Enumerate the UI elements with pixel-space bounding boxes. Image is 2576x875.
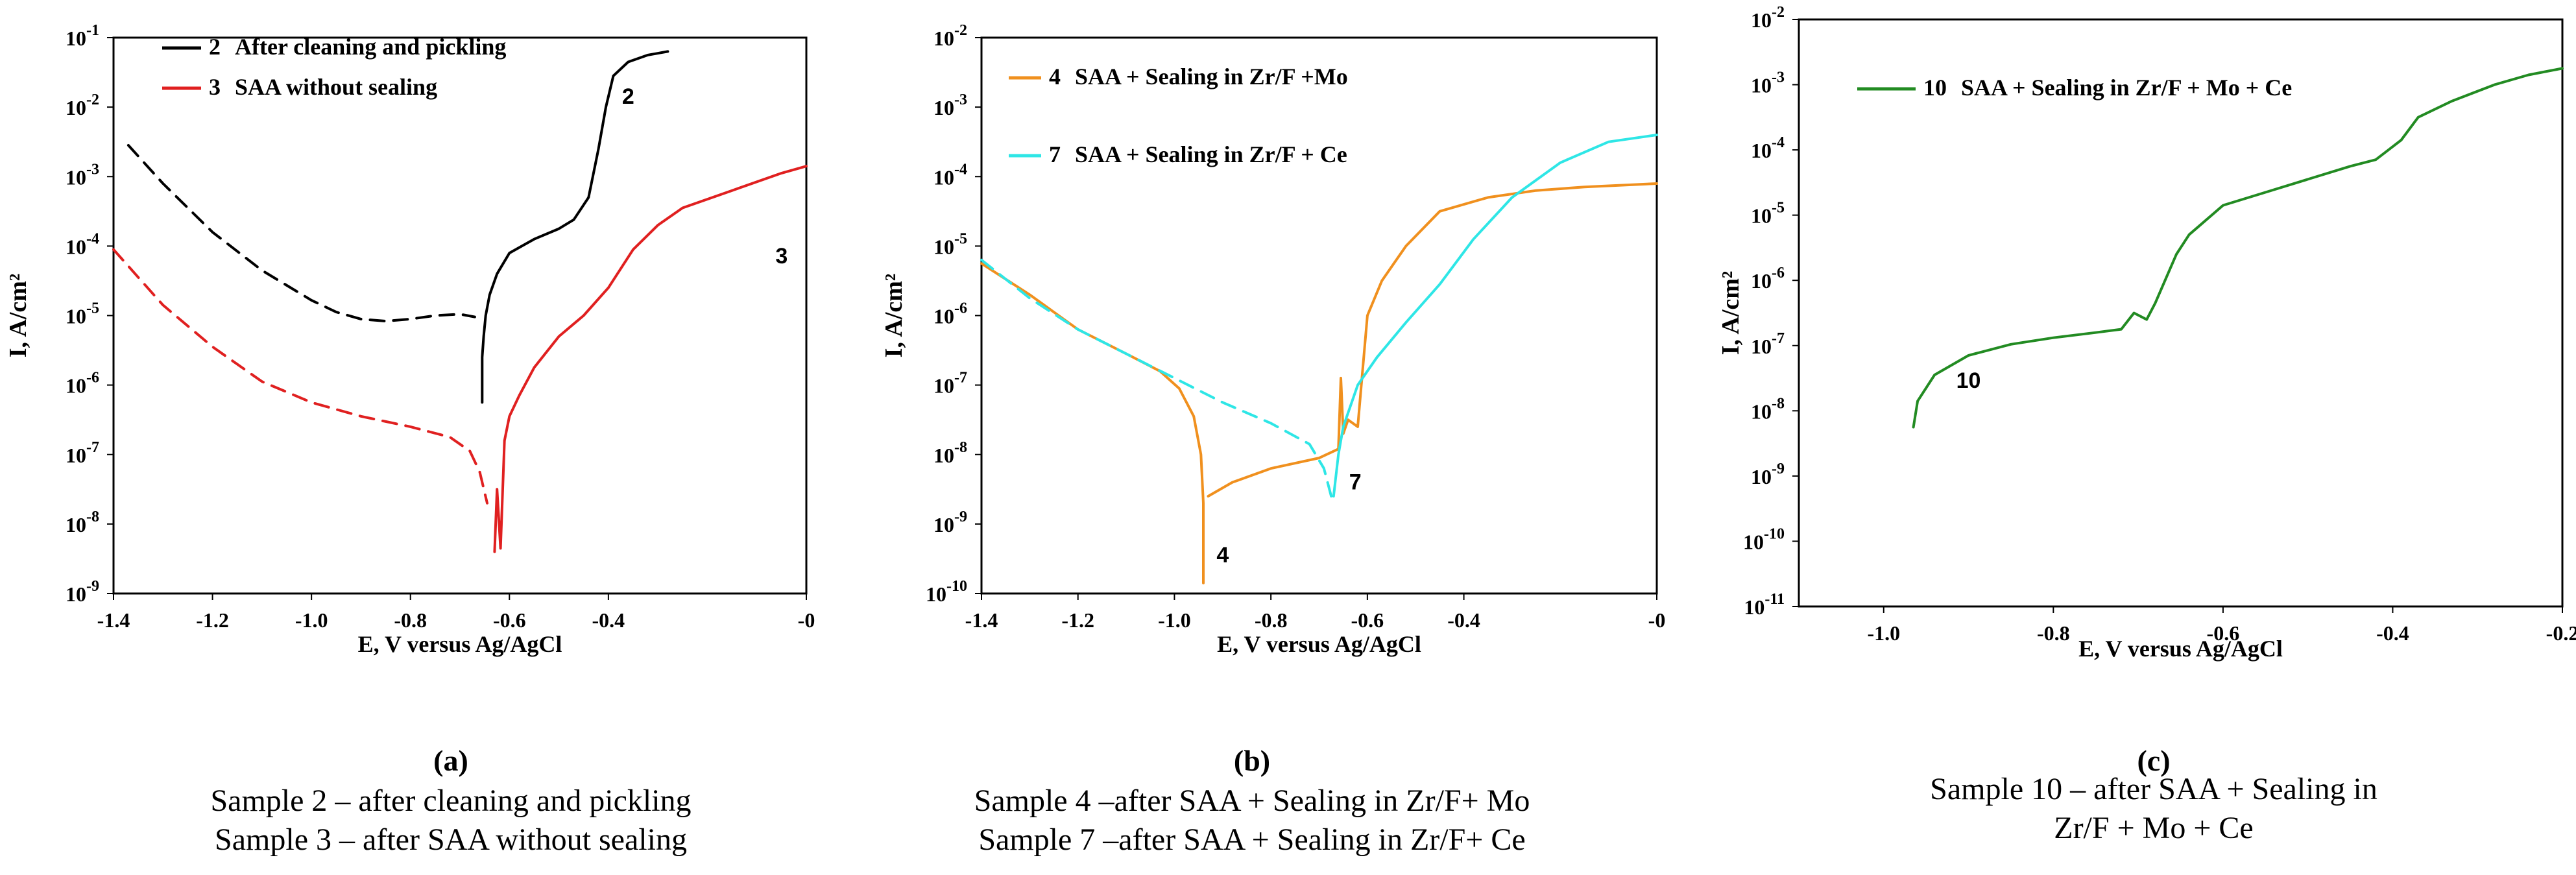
legend-number-2: 2 <box>209 34 221 60</box>
curve-label-3: 3 <box>775 244 788 269</box>
x-tick-label: -1.4 <box>965 608 998 632</box>
series-3-line <box>493 165 808 553</box>
series-7-line <box>980 258 1333 497</box>
y-tick-label: 10-7 <box>933 370 967 398</box>
series-7-line <box>1332 134 1658 497</box>
y-tick-label: 10-7 <box>1751 330 1785 358</box>
legend-number-10: 10 <box>1923 75 1947 101</box>
panel-a-caption-line-1: Sample 2 – after cleaning and pickling <box>210 784 691 818</box>
y-tick-label: 10-6 <box>66 370 99 398</box>
x-tick-label: -0.8 <box>1255 608 1288 632</box>
y-tick-label: 10-2 <box>933 22 967 50</box>
legend-label-3: SAA without sealing <box>235 74 437 100</box>
legend-label-4: SAA + Sealing in Zr/F +Mo <box>1075 64 1348 90</box>
y-tick-label: 10-7 <box>66 439 99 467</box>
x-tick-label: -1.2 <box>196 608 229 632</box>
y-tick-label: 10-9 <box>933 509 967 536</box>
legend-label-7: SAA + Sealing in Zr/F + Ce <box>1075 141 1347 167</box>
series-10-line <box>1912 67 2564 429</box>
panel-b-caption-line-2: Sample 7 –after SAA + Sealing in Zr/F+ C… <box>978 822 1525 857</box>
panel-b-caption-line-1: Sample 4 –after SAA + Sealing in Zr/F+ M… <box>974 784 1530 818</box>
curve-label-2: 2 <box>622 84 634 109</box>
panel-a-tag: (a) <box>433 744 468 777</box>
y-tick-label: 10-11 <box>1744 591 1785 619</box>
panel-c: (c) Sample 10 – after SAA + Sealing in Z… <box>1717 4 2576 845</box>
panel-a-caption-line-2: Sample 3 – after SAA without sealing <box>215 822 687 857</box>
y-tick-label: 10-8 <box>1751 395 1785 423</box>
y-tick-label: 10-5 <box>66 300 99 328</box>
y-tick-label: 10-9 <box>1751 461 1785 488</box>
y-axis-label: I, A/cm² <box>880 274 908 358</box>
panel-b: (b) Sample 4 –after SAA + Sealing in Zr/… <box>880 22 1665 857</box>
x-tick-label: -1.0 <box>1158 608 1191 632</box>
series-2-line <box>481 50 669 404</box>
legend-number-4: 4 <box>1049 64 1061 90</box>
legend-label-10: SAA + Sealing in Zr/F + Mo + Ce <box>1961 75 2292 101</box>
panel-b-tag: (b) <box>1234 744 1270 777</box>
plot-frame <box>112 36 808 595</box>
y-tick-label: 10-3 <box>933 91 967 119</box>
y-tick-label: 10-9 <box>66 578 99 606</box>
x-tick-label: -0.6 <box>1351 608 1384 632</box>
y-tick-label: 10-1 <box>66 22 99 50</box>
y-tick-label: 10-5 <box>933 230 967 258</box>
x-tick-label: -0.2 <box>2546 621 2576 645</box>
y-tick-label: 10-4 <box>1751 134 1785 162</box>
legend-number-7: 7 <box>1049 141 1061 167</box>
x-tick-label: -0 <box>1648 608 1666 632</box>
x-tick-label: -0.8 <box>2037 621 2070 645</box>
x-tick-label: -0 <box>798 608 815 632</box>
curve-label-7: 7 <box>1349 470 1362 494</box>
y-tick-label: 10-3 <box>66 161 99 189</box>
x-tick-label: -0.6 <box>493 608 526 632</box>
x-tick-label: -1.0 <box>1867 621 1900 645</box>
plot-frame <box>980 36 1658 595</box>
y-tick-label: 10-8 <box>933 439 967 467</box>
plot-frame <box>1798 18 2564 608</box>
panel-a: (a) Sample 2 – after cleaning and pickli… <box>5 22 815 857</box>
y-tick-label: 10-3 <box>1751 69 1785 97</box>
y-tick-label: 10-2 <box>1751 4 1785 32</box>
x-tick-label: -0.6 <box>2207 621 2240 645</box>
y-tick-label: 10-5 <box>1751 200 1785 228</box>
y-axis-label: I, A/cm² <box>1717 271 1744 355</box>
x-tick-label: -0.8 <box>394 608 427 632</box>
y-tick-label: 10-8 <box>66 509 99 536</box>
x-tick-label: -0.4 <box>2376 621 2409 645</box>
y-tick-label: 10-6 <box>1751 265 1785 293</box>
x-axis-label: E, V versus Ag/AgCl <box>2078 636 2283 662</box>
y-tick-label: 10-6 <box>933 300 967 328</box>
panel-c-tag: (c) <box>2137 744 2170 777</box>
y-tick-label: 10-4 <box>66 230 99 258</box>
y-tick-label: 10-10 <box>926 578 967 606</box>
series-3-line <box>112 248 488 505</box>
x-axis-label: E, V versus Ag/AgCl <box>1217 631 1421 657</box>
legend-number-3: 3 <box>209 74 221 100</box>
panel-c-caption-line-2: Zr/F + Mo + Ce <box>2054 811 2253 845</box>
y-tick-label: 10-4 <box>933 161 967 189</box>
x-tick-label: -1.4 <box>97 608 130 632</box>
panel-c-caption-line-1: Sample 10 – after SAA + Sealing in <box>1930 772 2377 806</box>
x-tick-label: -0.4 <box>592 608 625 632</box>
x-tick-label: -1.0 <box>295 608 328 632</box>
x-tick-label: -1.2 <box>1061 608 1094 632</box>
x-axis-label: E, V versus Ag/AgCl <box>358 631 562 657</box>
series-4-line <box>980 262 1205 584</box>
legend-label-2: After cleaning and pickling <box>235 34 506 60</box>
series-2-line <box>126 144 476 323</box>
y-tick-label: 10-10 <box>1743 525 1785 553</box>
curve-label-10: 10 <box>1956 368 1981 393</box>
y-tick-label: 10-2 <box>66 91 99 119</box>
x-tick-label: -0.4 <box>1447 608 1480 632</box>
curve-label-4: 4 <box>1216 543 1229 568</box>
y-axis-label: I, A/cm² <box>5 274 32 358</box>
series-4-line <box>1207 182 1658 497</box>
